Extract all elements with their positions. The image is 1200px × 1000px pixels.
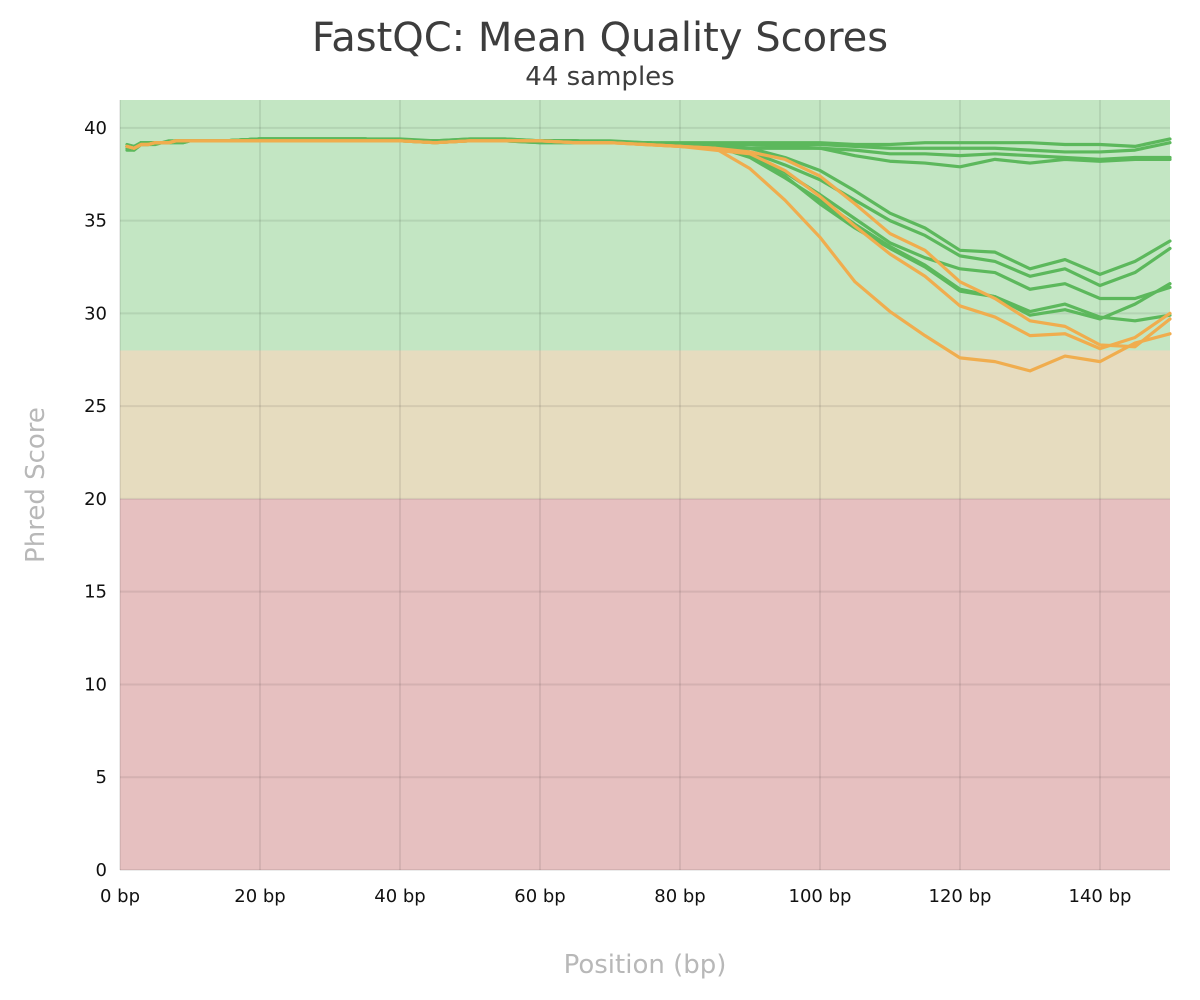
y-tick-label: 35 xyxy=(84,211,107,232)
y-tick-label: 40 xyxy=(84,118,107,139)
series-lines xyxy=(125,137,1172,373)
x-tick-label: 40 bp xyxy=(374,886,425,907)
y-tick-label: 15 xyxy=(84,582,107,603)
quality-bands xyxy=(120,100,1170,870)
y-tick-label: 25 xyxy=(84,396,107,417)
series-line-11 xyxy=(125,139,1172,349)
x-axis-label: Position (bp) xyxy=(564,950,727,980)
x-tick-label: 100 bp xyxy=(789,886,852,907)
x-tick-label: 0 bp xyxy=(100,886,140,907)
gridlines xyxy=(119,100,1170,871)
x-tick-label: 120 bp xyxy=(929,886,992,907)
x-tick-label: 80 bp xyxy=(654,886,705,907)
y-tick-label: 10 xyxy=(84,674,107,695)
x-tick-label: 60 bp xyxy=(514,886,565,907)
chart-subtitle: 44 samples xyxy=(525,62,674,92)
y-tick-label: 5 xyxy=(96,767,107,788)
y-tick-label: 0 xyxy=(96,860,107,881)
y-tick-label: 20 xyxy=(84,489,107,510)
quality-band-2 xyxy=(120,498,1170,870)
chart-title: FastQC: Mean Quality Scores xyxy=(312,15,888,61)
x-tick-labels: 0 bp 20 bp 40 bp 60 bp 80 bp 100 bp 120 bp 140 … xyxy=(100,886,1131,907)
y-tick-label: 30 xyxy=(84,303,107,324)
y-tick-labels: 0 5 10 15 20 25 30 35 40 xyxy=(84,118,107,881)
quality-band-1 xyxy=(120,350,1170,499)
x-tick-label: 20 bp xyxy=(234,886,285,907)
y-axis-label: Phred Score xyxy=(21,407,51,563)
x-tick-label: 140 bp xyxy=(1069,886,1132,907)
